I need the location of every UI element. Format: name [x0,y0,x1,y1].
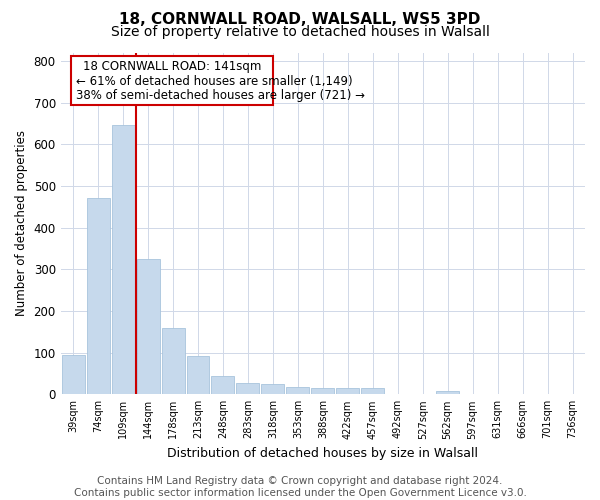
Bar [112,126,134,394]
X-axis label: Distribution of detached houses by size in Walsall: Distribution of detached houses by size … [167,447,478,460]
Text: Size of property relative to detached houses in Walsall: Size of property relative to detached ho… [110,25,490,39]
Bar [436,391,459,394]
Bar [62,354,85,395]
Text: Contains HM Land Registry data © Crown copyright and database right 2024.
Contai: Contains HM Land Registry data © Crown c… [74,476,526,498]
Text: ← 61% of detached houses are smaller (1,149): ← 61% of detached houses are smaller (1,… [76,74,353,88]
Bar [286,387,310,394]
Bar [236,382,259,394]
Text: 18, CORNWALL ROAD, WALSALL, WS5 3PD: 18, CORNWALL ROAD, WALSALL, WS5 3PD [119,12,481,28]
Bar [86,198,110,394]
Text: 18 CORNWALL ROAD: 141sqm: 18 CORNWALL ROAD: 141sqm [83,60,261,73]
Bar [187,356,209,395]
Bar [262,384,284,394]
Bar [361,388,384,394]
Bar [137,259,160,394]
Y-axis label: Number of detached properties: Number of detached properties [15,130,28,316]
Bar [161,328,185,394]
Bar [311,388,334,394]
Text: 38% of semi-detached houses are larger (721) →: 38% of semi-detached houses are larger (… [76,90,365,102]
Bar [337,388,359,394]
FancyBboxPatch shape [71,56,273,106]
Bar [211,376,235,394]
